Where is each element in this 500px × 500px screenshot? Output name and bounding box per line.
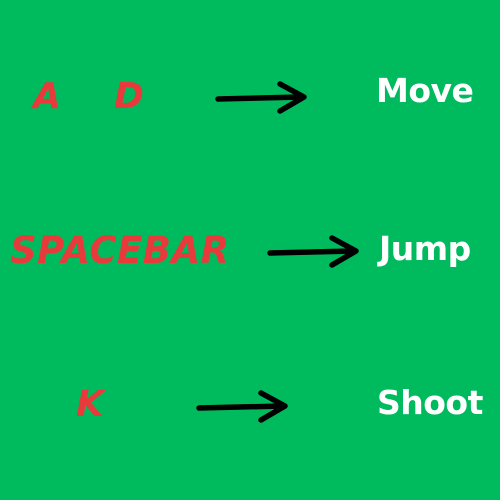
right-arrow-icon: [267, 235, 359, 268]
key-spacebar-label: SPACEBAR: [10, 229, 230, 272]
action-move-label: Move: [376, 71, 474, 110]
right-arrow-icon: [215, 81, 307, 114]
right-arrow-icon: [196, 390, 288, 423]
key-d-label: D: [114, 76, 145, 117]
action-shoot-label: Shoot: [377, 383, 483, 422]
key-k-label: K: [76, 384, 105, 425]
key-a-label: A: [33, 76, 62, 117]
action-jump-label: Jump: [379, 229, 471, 268]
